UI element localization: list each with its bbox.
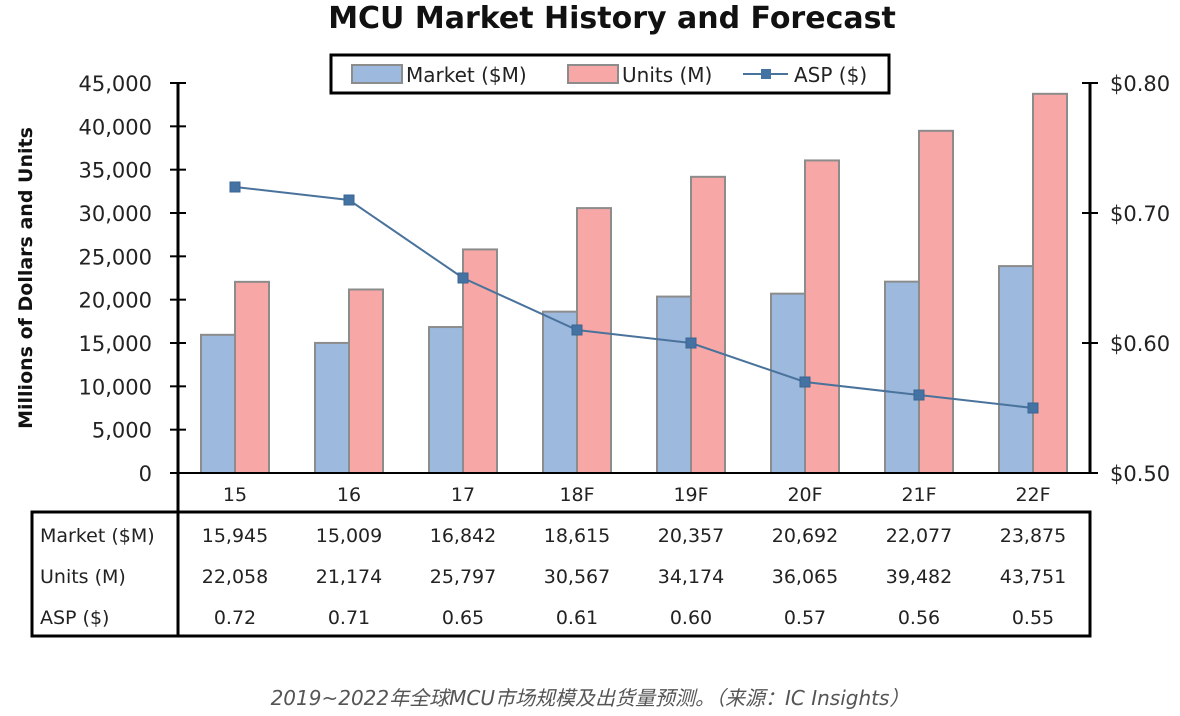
y-tick-label: 45,000 xyxy=(79,72,152,96)
table-cell: 30,567 xyxy=(544,566,610,588)
table-cell: 0.61 xyxy=(556,607,598,629)
table-cell: 20,357 xyxy=(658,525,724,547)
asp-point xyxy=(913,389,925,401)
legend-label: ASP ($) xyxy=(794,63,867,87)
y-tick-label: 10,000 xyxy=(79,375,152,399)
chart-title: MCU Market History and Forecast xyxy=(328,1,896,36)
legend-swatch xyxy=(567,64,619,84)
table-row-label: Units (M) xyxy=(40,566,126,588)
table-cell: 22,077 xyxy=(886,525,952,547)
asp-point xyxy=(1027,402,1039,414)
y-tick-label: 20,000 xyxy=(79,289,152,313)
x-tick-label: 22F xyxy=(1015,484,1050,506)
bar-market xyxy=(314,341,350,474)
table-cell: 0.57 xyxy=(784,607,826,629)
asp-point xyxy=(343,194,355,206)
y-tick-label: 15,000 xyxy=(79,332,152,356)
table-cell: 15,945 xyxy=(202,525,268,547)
x-tick-label: 17 xyxy=(451,484,475,506)
table-cell: 36,065 xyxy=(772,566,838,588)
table-row-label: ASP ($) xyxy=(40,607,109,629)
x-tick-label: 16 xyxy=(337,484,361,506)
table-cell: 15,009 xyxy=(316,525,382,547)
data-table xyxy=(30,510,1092,638)
x-tick-label: 15 xyxy=(223,484,247,506)
table-cell: 43,751 xyxy=(1000,566,1066,588)
bar-market xyxy=(200,333,236,474)
bar-market xyxy=(428,326,464,475)
legend-label: Units (M) xyxy=(622,63,712,87)
asp-line xyxy=(234,186,1034,409)
x-tick-label: 21F xyxy=(901,484,936,506)
table-row-label: Market ($M) xyxy=(40,525,155,547)
table-cell: 20,692 xyxy=(772,525,838,547)
table-cell: 34,174 xyxy=(658,566,724,588)
table-cell: 21,174 xyxy=(316,566,382,588)
table-cell: 18,615 xyxy=(544,525,610,547)
y-tick-label: 0 xyxy=(139,462,152,486)
y-tick-label: 30,000 xyxy=(79,202,152,226)
bar-market xyxy=(884,280,920,474)
y-axis-label: Millions of Dollars and Units xyxy=(15,127,37,429)
y-tick-label: 35,000 xyxy=(79,159,152,183)
table-cell: 0.72 xyxy=(214,607,256,629)
table-cell: 39,482 xyxy=(886,566,952,588)
caption: 2019~2022年全球MCU市场规模及出货量预测。（来源：IC Insight… xyxy=(270,686,910,710)
bar-market xyxy=(998,265,1034,475)
table-cell: 16,842 xyxy=(430,525,496,547)
bar-units xyxy=(348,288,384,474)
y-tick-label: 40,000 xyxy=(79,115,152,139)
table-cell: 0.55 xyxy=(1012,607,1054,629)
y-tick-label: 25,000 xyxy=(79,245,152,269)
x-tick-label: 18F xyxy=(559,484,594,506)
table-cell: 22,058 xyxy=(202,566,268,588)
bar-units xyxy=(576,207,612,474)
bar-units xyxy=(804,159,840,474)
table-cell: 0.56 xyxy=(898,607,940,629)
table-cell: 25,797 xyxy=(430,566,496,588)
table-cell: 0.60 xyxy=(670,607,712,629)
table-cell: 0.65 xyxy=(442,607,484,629)
asp-point xyxy=(457,272,469,284)
y2-tick-label: $0.80 xyxy=(1110,72,1170,96)
bar-market xyxy=(656,295,692,474)
bar-units xyxy=(1032,92,1068,474)
x-tick-label: 20F xyxy=(787,484,822,506)
bar-units xyxy=(918,129,954,474)
bar-units xyxy=(690,175,726,474)
y2-tick-label: $0.50 xyxy=(1110,462,1170,486)
table-cell: 23,875 xyxy=(1000,525,1066,547)
asp-point xyxy=(685,337,697,349)
y2-tick-label: $0.60 xyxy=(1110,332,1170,356)
asp-point xyxy=(571,324,583,336)
y-tick-label: 5,000 xyxy=(92,419,152,443)
bar-market xyxy=(542,310,578,475)
legend-marker xyxy=(761,69,771,79)
legend-swatch xyxy=(351,64,403,84)
asp-point xyxy=(799,376,811,388)
table-cell: 0.71 xyxy=(328,607,370,629)
x-tick-label: 19F xyxy=(673,484,708,506)
bar-market xyxy=(770,292,806,475)
y2-tick-label: $0.70 xyxy=(1110,202,1170,226)
asp-point xyxy=(229,181,241,193)
bar-units xyxy=(234,280,270,474)
legend-label: Market ($M) xyxy=(406,63,527,87)
